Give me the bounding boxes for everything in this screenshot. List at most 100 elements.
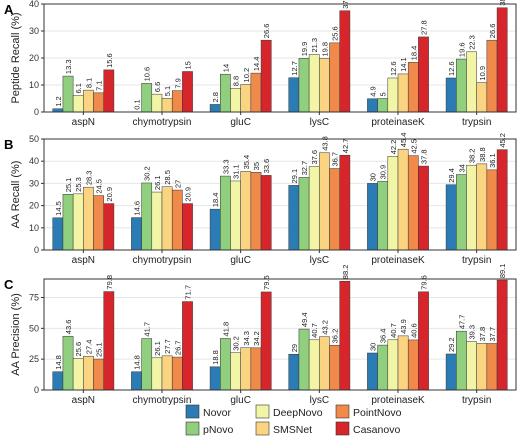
- bar-deepnovo-proteinasek: [387, 156, 399, 251]
- panel-label: B: [4, 137, 13, 152]
- bar-pnovo-trypsin: [456, 174, 467, 251]
- bar-pointnovo-lysc: [329, 345, 340, 391]
- bar-smsnet-gluc: [240, 347, 252, 391]
- bar-value-label: 32.7: [300, 161, 309, 176]
- bar-value-label: 27.4: [84, 340, 93, 355]
- bar-value-label: 14.4: [252, 57, 261, 72]
- x-tick-label: lysC: [310, 255, 329, 266]
- bar-value-label: 26.1: [153, 341, 162, 356]
- bar-novor-trypsin: [445, 353, 457, 391]
- bar-value-label: 14.8: [133, 355, 142, 370]
- bar-pointnovo-chymotrypsin: [171, 90, 183, 113]
- bar-value-label: 37.8: [420, 149, 429, 164]
- bar-smsnet-aspn: [83, 355, 94, 391]
- legend-label-casanovo: Casanovo: [353, 424, 400, 436]
- bar-smsnet-gluc: [240, 171, 252, 251]
- bar-value-label: 27.8: [420, 20, 429, 35]
- bar-value-label: 34.3: [242, 331, 251, 346]
- bar-pointnovo-aspn: [93, 358, 104, 391]
- x-tick-label: lysC: [310, 395, 329, 406]
- bar-casanovo-trypsin: [496, 7, 508, 113]
- bar-value-label: 15.6: [105, 53, 114, 68]
- bar-deepnovo-chymotrypsin: [151, 357, 163, 391]
- bar-value-label: 27: [173, 180, 182, 188]
- bar-pointnovo-proteinasek: [407, 339, 419, 391]
- bar-value-label: 79.5: [262, 275, 271, 290]
- bar-value-label: 35.4: [242, 155, 251, 170]
- bar-deepnovo-gluc: [230, 180, 241, 251]
- bar-value-label: 40.6: [409, 323, 418, 338]
- bar-deepnovo-proteinasek: [387, 339, 399, 391]
- y-tick-label: 10: [29, 80, 39, 90]
- legend-swatch-novor: [185, 404, 200, 419]
- legend-label-smsnet: SMSNet: [273, 424, 312, 436]
- bar-value-label: 49.4: [300, 312, 309, 327]
- y-tick-label: 20: [29, 201, 39, 211]
- bar-value-label: 89.1: [498, 264, 507, 279]
- bar-value-label: 7.9: [173, 78, 182, 88]
- bar-pnovo-proteinasek: [377, 344, 389, 391]
- bar-value-label: 25.6: [74, 342, 83, 357]
- bar-casanovo-aspn: [103, 203, 115, 251]
- bar-value-label: 5.1: [163, 86, 172, 96]
- legend-swatch-casanovo: [335, 421, 350, 436]
- panel-border: [43, 278, 517, 391]
- bar-value-label: 45.4: [399, 133, 408, 148]
- bar-value-label: 26.6: [488, 24, 497, 39]
- bar-value-label: 42.7: [341, 139, 350, 154]
- bar-value-label: 12.6: [389, 61, 398, 76]
- bar-pnovo-lysc: [298, 328, 310, 391]
- y-tick-label: 50: [29, 323, 39, 333]
- bar-deepnovo-aspn: [72, 193, 84, 251]
- bar-value-label: 14.1: [399, 57, 408, 72]
- bar-value-label: 41.8: [221, 322, 230, 337]
- y-tick-label: 30: [29, 26, 39, 36]
- bar-smsnet-proteinasek: [397, 335, 409, 391]
- bar-value-label: 45.2: [498, 133, 507, 148]
- bar-value-label: 38.2: [468, 149, 477, 164]
- bar-novor-gluc: [209, 366, 221, 391]
- bar-pointnovo-gluc: [250, 72, 262, 113]
- bar-value-label: 25.3: [74, 177, 83, 192]
- bar-deepnovo-trypsin: [466, 164, 477, 251]
- bar-value-label: 2.8: [211, 92, 220, 102]
- bar-pnovo-aspn: [62, 75, 74, 113]
- y-tick-label: 30: [29, 178, 39, 188]
- bar-novor-aspn: [52, 217, 64, 251]
- bar-pointnovo-chymotrypsin: [171, 189, 183, 251]
- bar-pointnovo-gluc: [250, 347, 262, 391]
- y-axis-label: AA Recall (%): [10, 161, 22, 229]
- legend-label-pointnovo: PointNovo: [353, 407, 402, 419]
- bar-deepnovo-lysc: [308, 166, 320, 251]
- bar-pnovo-gluc: [220, 73, 231, 113]
- plot-area: [44, 279, 516, 390]
- bar-value-label: 10.2: [242, 68, 251, 83]
- bar-deepnovo-aspn: [72, 95, 84, 113]
- bar-casanovo-chymotrypsin: [182, 203, 193, 251]
- bar-value-label: 88.2: [341, 265, 350, 280]
- bar-value-label: 28.5: [163, 170, 172, 185]
- bar-novor-gluc: [209, 104, 221, 113]
- x-tick-label: aspN: [72, 255, 95, 266]
- bar-novor-proteinasek: [367, 98, 378, 113]
- panel-border: [43, 3, 517, 113]
- bar-value-label: 29: [290, 344, 299, 352]
- x-tick-label: proteinaseK: [371, 117, 425, 128]
- bar-deepnovo-lysc: [308, 54, 320, 113]
- y-tick-label: 50: [29, 134, 39, 144]
- bar-value-label: 14.5: [54, 201, 63, 216]
- bar-value-label: 14.6: [133, 201, 142, 216]
- bar-value-label: 33.6: [262, 159, 271, 174]
- bar-pnovo-chymotrypsin: [141, 83, 153, 113]
- panel-border: [43, 138, 517, 251]
- bar-value-label: 37.8: [478, 327, 487, 342]
- bar-value-label: 41.7: [143, 322, 152, 337]
- bar-value-label: 34.2: [252, 331, 261, 346]
- bar-value-label: 27.7: [163, 339, 172, 354]
- bar-smsnet-gluc: [240, 84, 252, 113]
- y-tick-label: 0: [34, 107, 39, 117]
- bar-value-label: 7.1: [95, 80, 104, 90]
- bar-deepnovo-trypsin: [466, 341, 477, 391]
- bar-pnovo-chymotrypsin: [141, 338, 153, 391]
